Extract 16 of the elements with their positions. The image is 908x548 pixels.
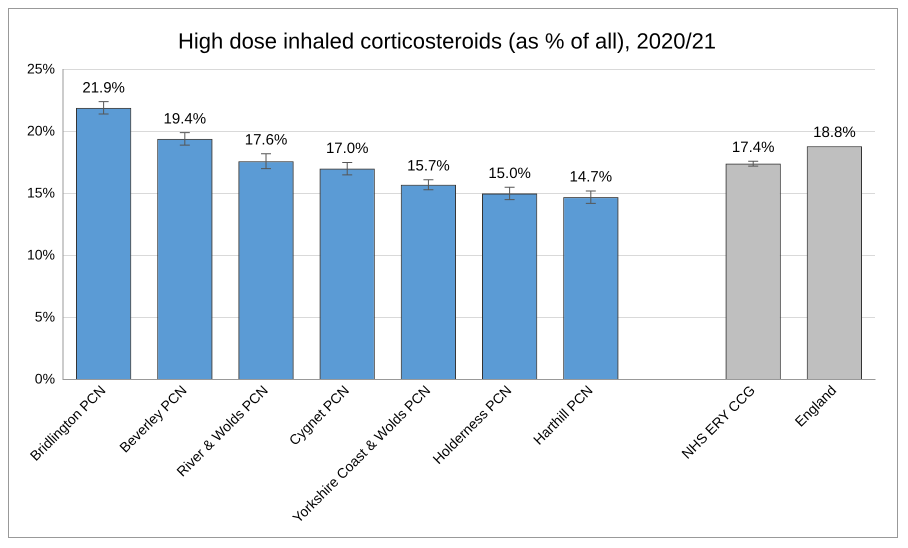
data-label: 14.7% xyxy=(570,168,612,186)
data-label: 17.0% xyxy=(326,140,368,158)
y-tick-label: 15% xyxy=(26,184,56,200)
data-label: 17.4% xyxy=(732,138,774,156)
data-label: 19.4% xyxy=(164,110,206,128)
y-tick-label: 0% xyxy=(34,370,56,386)
data-label: 15.0% xyxy=(488,164,531,182)
data-label: 18.8% xyxy=(813,124,856,141)
y-tick-label: 10% xyxy=(26,246,56,262)
y-tick-label: 25% xyxy=(26,60,56,76)
y-tick-label: 20% xyxy=(26,122,56,138)
data-label: 21.9% xyxy=(82,79,125,96)
data-label: 15.7% xyxy=(407,157,450,174)
chart-title: High dose inhaled corticosteroids (as % of all), 2020/21 xyxy=(178,28,716,54)
data-label: 17.6% xyxy=(244,131,288,148)
y-tick-label: 5% xyxy=(34,308,56,324)
